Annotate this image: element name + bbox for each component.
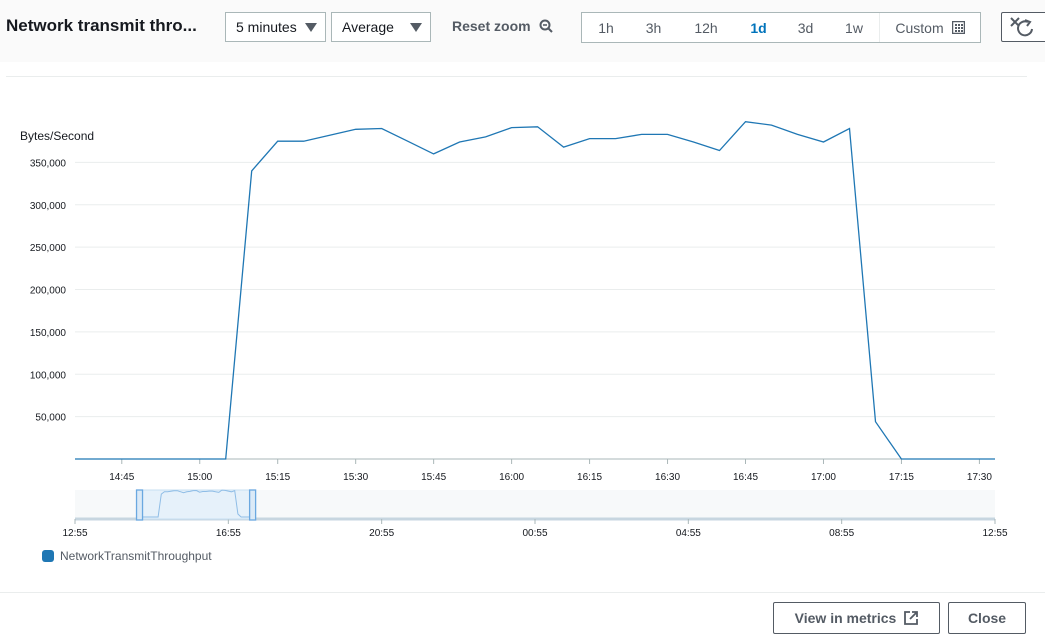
navigator-line — [139, 489, 253, 518]
x-tick-label: 17:15 — [889, 472, 914, 483]
range-1w[interactable]: 1w — [845, 19, 863, 36]
view-in-metrics-button[interactable]: View in metrics — [773, 602, 940, 634]
x-tick-label: 17:30 — [967, 472, 992, 483]
range-3d[interactable]: 3d — [797, 19, 814, 36]
legend-label: NetworkTransmitThroughput — [60, 549, 212, 563]
y-axis-label: Bytes/Second — [20, 129, 95, 143]
navigator-handle — [135, 489, 144, 521]
navigator-tick-label: 04:55 — [676, 528, 701, 539]
range-1h[interactable]: 1h — [598, 19, 614, 36]
range-12h[interactable]: 12h — [694, 19, 718, 36]
x-tick-label: 16:45 — [733, 472, 758, 483]
statistic-value: Average — [342, 19, 394, 35]
refresh-icon — [1010, 17, 1033, 37]
navigator-tick-label: 00:55 — [522, 528, 547, 539]
y-tick-label: 150,000 — [30, 328, 67, 339]
range-custom[interactable]: Custom — [879, 13, 980, 42]
time-range-selector: 1h 3h 12h 1d 3d 1w Custom — [581, 12, 981, 43]
close-label: Close — [967, 610, 1007, 626]
divider — [6, 76, 1027, 77]
header: Network transmit thro... 5 minutes Avera… — [0, 0, 1045, 62]
y-tick-label: 100,000 — [30, 370, 67, 381]
y-tick-label: 250,000 — [30, 243, 67, 254]
x-tick-label: 15:00 — [187, 472, 212, 483]
range-3h[interactable]: 3h — [645, 19, 662, 36]
caret-down-icon — [410, 22, 422, 32]
x-tick-label: 14:45 — [109, 472, 134, 483]
calendar-icon — [951, 21, 965, 34]
navigator-selection — [139, 489, 254, 520]
y-tick-label: 50,000 — [35, 413, 66, 424]
refresh-button[interactable] — [1001, 12, 1045, 42]
zoom-out-icon — [539, 19, 553, 33]
navigator-tick-label: 16:55 — [216, 528, 241, 539]
navigator-tick-label: 20:55 — [369, 528, 394, 539]
range-1d[interactable]: 1d — [750, 19, 767, 36]
y-tick-label: 350,000 — [30, 158, 67, 169]
close-button[interactable]: Close — [948, 602, 1026, 634]
x-tick-label: 15:45 — [421, 472, 446, 483]
y-tick-label: 300,000 — [30, 201, 67, 212]
navigator-tick-label: 12:55 — [982, 528, 1007, 539]
custom-label: Custom — [895, 19, 944, 36]
external-link-icon — [904, 611, 919, 625]
x-tick-label: 17:00 — [811, 472, 836, 483]
navigator-tick-label: 08:55 — [829, 528, 854, 539]
period-value: 5 minutes — [236, 19, 297, 35]
caret-down-icon — [305, 22, 317, 32]
view-in-metrics-label: View in metrics — [794, 610, 897, 626]
x-tick-label: 15:15 — [265, 472, 290, 483]
y-tick-label: 200,000 — [30, 286, 67, 297]
x-tick-label: 16:15 — [577, 472, 602, 483]
x-tick-label: 16:30 — [655, 472, 680, 483]
legend-swatch — [42, 550, 54, 562]
period-select[interactable]: 5 minutes — [225, 12, 326, 42]
widget-title: Network transmit thro... — [6, 16, 197, 35]
series-line — [75, 121, 995, 460]
divider — [0, 592, 1045, 593]
reset-zoom-label: Reset zoom — [452, 18, 531, 34]
x-tick-label: 15:30 — [343, 472, 368, 483]
x-tick-label: 16:00 — [499, 472, 524, 483]
reset-zoom-button[interactable]: Reset zoom — [452, 18, 553, 34]
navigator-tick-label: 12:55 — [62, 528, 87, 539]
statistic-select[interactable]: Average — [331, 12, 431, 42]
navigator-handle — [248, 489, 257, 521]
navigator-background — [75, 490, 995, 519]
legend-item[interactable]: NetworkTransmitThroughput — [42, 549, 212, 563]
